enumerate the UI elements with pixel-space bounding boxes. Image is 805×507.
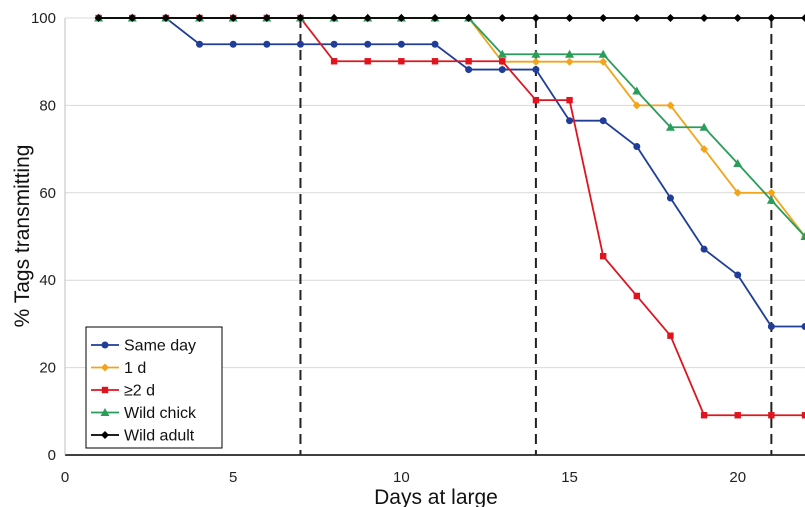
data-point bbox=[734, 14, 742, 22]
data-point bbox=[633, 14, 641, 22]
legend-label: 1 d bbox=[124, 360, 146, 377]
data-point bbox=[634, 293, 640, 299]
data-point bbox=[499, 58, 505, 64]
legend-label: ≥2 d bbox=[124, 383, 155, 400]
data-point bbox=[498, 14, 506, 22]
data-point bbox=[532, 58, 540, 66]
data-point bbox=[768, 323, 775, 330]
legend-marker bbox=[102, 387, 108, 393]
data-point bbox=[331, 58, 337, 64]
x-axis-title: Days at large bbox=[374, 486, 498, 507]
x-tick-label: 0 bbox=[61, 469, 69, 486]
data-point bbox=[230, 41, 237, 48]
legend: Same day 1 d ≥2 d Wild chick Wild adult bbox=[86, 327, 222, 448]
data-point bbox=[263, 41, 270, 48]
y-tick-label: 40 bbox=[39, 272, 56, 289]
y-tick-label: 20 bbox=[39, 360, 56, 377]
data-point bbox=[701, 412, 707, 418]
data-point bbox=[802, 323, 805, 330]
data-point bbox=[465, 58, 471, 64]
data-point bbox=[566, 14, 574, 22]
x-tick-label: 15 bbox=[561, 469, 578, 486]
data-point bbox=[600, 117, 607, 124]
data-point bbox=[801, 14, 805, 22]
data-point bbox=[532, 66, 539, 73]
data-point bbox=[701, 246, 708, 253]
data-point bbox=[499, 66, 506, 73]
data-point bbox=[768, 412, 774, 418]
data-point bbox=[734, 271, 741, 278]
data-point bbox=[767, 14, 775, 22]
y-axis-title: % Tags transmitting bbox=[11, 145, 34, 328]
data-point bbox=[667, 332, 673, 338]
data-point bbox=[566, 117, 573, 124]
data-point bbox=[533, 97, 539, 103]
legend-label: Wild adult bbox=[124, 428, 195, 445]
data-point bbox=[365, 58, 371, 64]
y-tick-label: 80 bbox=[39, 97, 56, 114]
y-tick-label: 100 bbox=[31, 10, 56, 27]
data-point bbox=[364, 41, 371, 48]
data-point bbox=[196, 41, 203, 48]
data-point bbox=[600, 253, 606, 259]
legend-marker bbox=[102, 342, 109, 349]
data-point bbox=[398, 41, 405, 48]
legend-label: Wild chick bbox=[124, 405, 197, 422]
data-point bbox=[532, 14, 540, 22]
series-line bbox=[99, 18, 805, 237]
data-point bbox=[465, 66, 472, 73]
data-point bbox=[432, 41, 439, 48]
gridlines bbox=[65, 18, 805, 368]
legend-label: Same day bbox=[124, 338, 196, 355]
x-tick-label: 10 bbox=[393, 469, 410, 486]
data-point bbox=[700, 14, 708, 22]
data-point bbox=[432, 58, 438, 64]
data-point bbox=[331, 41, 338, 48]
data-point bbox=[566, 58, 574, 66]
data-point bbox=[398, 58, 404, 64]
data-point bbox=[735, 412, 741, 418]
reference-dashed-lines bbox=[300, 18, 771, 455]
x-tick-label: 5 bbox=[229, 469, 237, 486]
data-point bbox=[297, 41, 304, 48]
data-point bbox=[633, 143, 640, 150]
x-tick-label: 20 bbox=[729, 469, 746, 486]
data-point bbox=[599, 14, 607, 22]
data-point bbox=[666, 14, 674, 22]
y-tick-label: 60 bbox=[39, 185, 56, 202]
y-tick-label: 0 bbox=[48, 447, 56, 464]
data-point bbox=[667, 195, 674, 202]
data-point bbox=[566, 97, 572, 103]
